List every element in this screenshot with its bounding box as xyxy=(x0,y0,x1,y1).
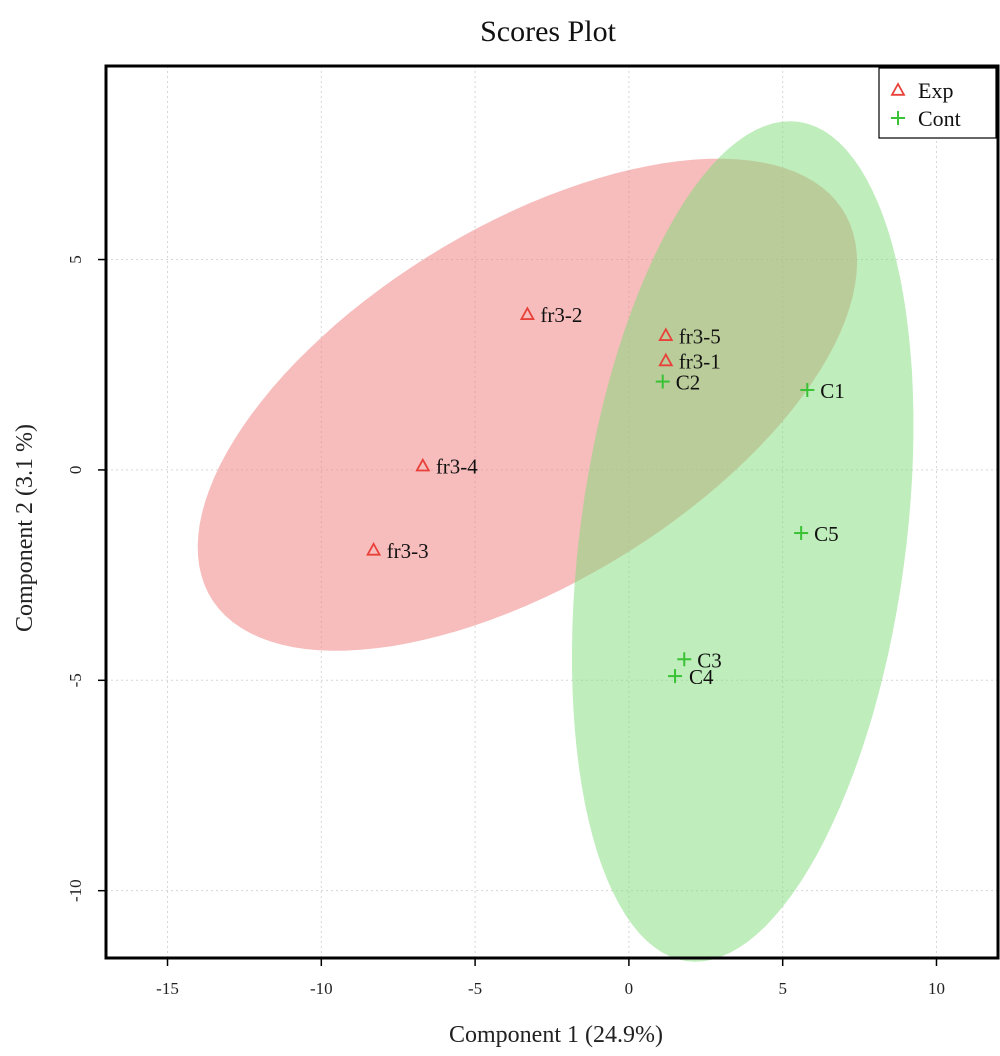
data-point-fr3-5 xyxy=(658,327,674,341)
legend-label-cont: Cont xyxy=(918,106,961,131)
point-label-fr3-4: fr3-4 xyxy=(436,455,478,479)
x-tick-label: 10 xyxy=(928,979,945,998)
data-point-C5 xyxy=(794,526,809,541)
point-label-fr3-3: fr3-3 xyxy=(387,539,429,563)
data-point-fr3-1 xyxy=(658,352,674,367)
x-tick-label: -10 xyxy=(310,979,333,998)
plot-frame xyxy=(104,64,1000,960)
x-tick-label: 5 xyxy=(778,979,787,998)
point-label-fr3-1: fr3-1 xyxy=(679,350,721,374)
data-point-fr3-2 xyxy=(519,306,535,320)
confidence-ellipse-cont xyxy=(572,121,914,962)
legend: Exp Cont xyxy=(878,67,997,139)
chart-title: Scores Plot xyxy=(480,15,617,48)
x-tick-label: 0 xyxy=(625,979,634,998)
point-label-C3: C3 xyxy=(697,648,722,672)
point-label-C5: C5 xyxy=(814,522,839,546)
y-tick-label: -10 xyxy=(66,879,85,902)
point-label-C2: C2 xyxy=(676,371,701,395)
legend-label-exp: Exp xyxy=(918,78,953,103)
axis-ticks: -15 -10 -5 0 5 10 5 0 -5 -10 xyxy=(66,255,945,998)
point-label-C4: C4 xyxy=(689,665,714,689)
x-axis-label: Component 1 (24.9%) xyxy=(449,1022,663,1048)
data-point-C2 xyxy=(655,374,670,389)
point-label-fr3-2: fr3-2 xyxy=(540,303,582,327)
legend-marker-exp xyxy=(890,82,906,96)
y-axis-label: Component 2 (3.1 %) xyxy=(12,424,38,632)
data-point-C4 xyxy=(668,669,683,684)
data-point-C3 xyxy=(677,652,692,667)
point-label-fr3-5: fr3-5 xyxy=(679,324,721,348)
legend-marker-cont xyxy=(891,111,905,125)
point-label-C1: C1 xyxy=(820,379,845,403)
legend-box xyxy=(878,67,997,139)
data-point-C1 xyxy=(800,382,815,397)
y-tick-label: 5 xyxy=(66,255,85,264)
x-tick-label: -15 xyxy=(156,979,179,998)
data-point-fr3-4 xyxy=(415,457,431,472)
y-tick-label: 0 xyxy=(66,466,85,475)
data-point-fr3-3 xyxy=(366,542,382,556)
x-tick-label: -5 xyxy=(468,979,482,998)
y-tick-label: -5 xyxy=(66,673,85,687)
